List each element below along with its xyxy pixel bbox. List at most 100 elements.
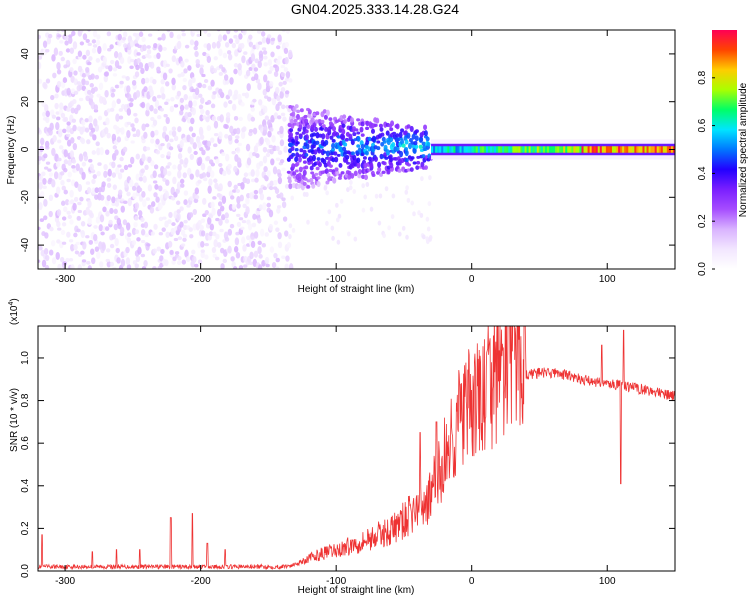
heatmap-cell [500, 146, 503, 153]
heatmap-cell [67, 214, 73, 220]
heatmap-cell [337, 213, 342, 219]
heatmap-cell [477, 146, 481, 153]
heatmap-cell [58, 145, 64, 150]
heatmap-cell [183, 93, 188, 101]
heatmap-cell [288, 183, 293, 190]
heatmap-cell [323, 114, 328, 120]
heatmap-cell [218, 183, 223, 192]
heatmap-cell [315, 166, 320, 171]
heatmap-cell [605, 146, 609, 153]
heatmap-cell [449, 146, 452, 153]
heatmap-cell [57, 34, 62, 38]
heatmap-cell [70, 264, 75, 269]
heatmap-cell [160, 248, 165, 255]
heatmap-cell [38, 155, 42, 161]
heatmap-cell [132, 192, 137, 200]
heatmap-cell [92, 30, 98, 38]
heatmap-cell [53, 171, 59, 180]
heatmap-cell [644, 146, 647, 153]
heatmap-cell [101, 243, 106, 251]
heatmap-cell [73, 70, 78, 76]
heatmap-cell [113, 51, 119, 59]
heatmap-cell [72, 58, 77, 65]
heatmap-cell [61, 241, 67, 245]
heatmap-cell [364, 174, 369, 181]
heatmap-cell [114, 201, 120, 207]
heatmap-cell [63, 116, 69, 122]
heatmap-cell [98, 224, 103, 232]
heatmap-cell [150, 116, 155, 121]
heatmap-cell [205, 155, 211, 162]
heatmap-cell [47, 168, 52, 172]
heatmap-cell [68, 239, 74, 243]
heatmap-cell [113, 223, 119, 231]
heatmap-cell [352, 132, 357, 137]
heatmap-cell [425, 136, 430, 142]
heatmap-cell [176, 40, 182, 50]
heatmap-cell [387, 225, 391, 231]
heatmap-cell [311, 183, 316, 189]
heatmap-cell [252, 98, 257, 103]
heatmap-cell [363, 162, 368, 169]
heatmap-cell [119, 156, 124, 162]
heatmap-cell [125, 76, 130, 81]
heatmap-cell [240, 42, 245, 49]
heatmap-cell [246, 235, 251, 241]
heatmap-cell [69, 219, 74, 225]
heatmap-cell [546, 146, 550, 153]
heatmap-cell [323, 162, 328, 168]
heatmap-cell [425, 216, 430, 222]
heatmap-cell [367, 136, 372, 142]
heatmap-cell [189, 39, 195, 46]
heatmap-cell [144, 164, 149, 170]
heatmap-cell [257, 217, 262, 224]
heatmap-cell [156, 94, 162, 99]
heatmap-cell [145, 146, 151, 151]
colorbar-ticks: 0.0 0.2 0.4 0.6 0.8 [697, 70, 715, 276]
heatmap-cell [356, 157, 361, 164]
heatmap-cell [44, 254, 50, 262]
colorbar: 0.0 0.2 0.4 0.6 0.8 Normalized spectral ampl… [697, 30, 749, 276]
heatmap-cell [114, 237, 119, 247]
heatmap-cell [382, 140, 387, 144]
heatmap-cell [258, 187, 263, 195]
heatmap-cell [155, 196, 160, 203]
heatmap-cell [316, 176, 321, 180]
heatmap-cell [66, 133, 71, 138]
heatmap-cell [255, 153, 260, 159]
heatmap-cell [108, 65, 113, 72]
heatmap-cell [426, 226, 431, 232]
heatmap-cell [279, 139, 285, 147]
heatmap-cell [235, 146, 241, 154]
heatmap-cell [112, 266, 117, 269]
heatmap-cell [224, 41, 230, 48]
heatmap-cell [391, 142, 396, 148]
heatmap-cell [38, 202, 43, 211]
heatmap-cell [233, 165, 238, 173]
heatmap-cell [181, 259, 187, 265]
heatmap-cell [112, 184, 118, 190]
heatmap-cells [38, 30, 675, 269]
heatmap-cell [60, 256, 65, 263]
heatmap-cell [171, 55, 177, 63]
heatmap-y-tick-label: -40 [20, 237, 31, 252]
heatmap-cell [160, 142, 165, 147]
heatmap-cell [45, 110, 50, 118]
heatmap-cell [597, 146, 601, 153]
heatmap-cell [195, 30, 201, 33]
heatmap-cell [405, 185, 409, 191]
heatmap-cell [131, 79, 137, 86]
heatmap-cell [271, 135, 276, 143]
heatmap-cell [94, 74, 100, 80]
heatmap-cell [609, 146, 613, 153]
heatmap-cell [72, 41, 78, 50]
heatmap-cell [577, 146, 580, 153]
heatmap-cell [135, 153, 140, 160]
heatmap-cell [196, 33, 201, 37]
heatmap-cell [236, 157, 242, 166]
heatmap-cell [137, 44, 142, 49]
heatmap-cell [171, 130, 177, 138]
heatmap-cell [106, 182, 112, 189]
heatmap-cell [306, 184, 311, 189]
